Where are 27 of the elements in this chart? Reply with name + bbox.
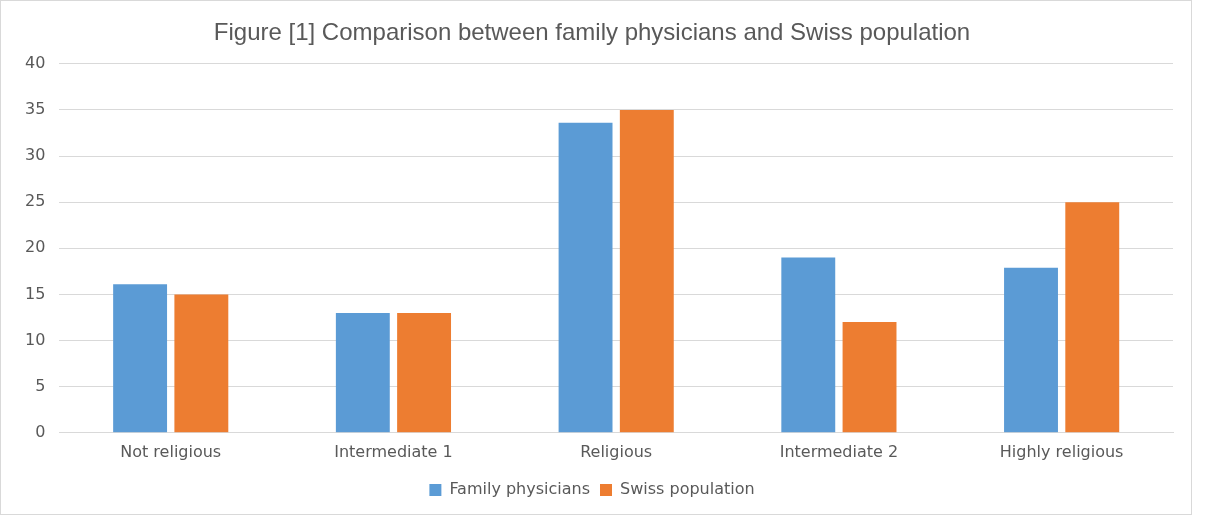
legend-label: Family physicians: [449, 479, 591, 499]
bar: [335, 312, 390, 433]
bar: [842, 322, 897, 433]
y-tick-label: 10: [25, 329, 46, 349]
y-tick-label: 15: [25, 283, 46, 303]
x-tick-label: Intermediate 2: [779, 441, 899, 461]
x-tick-label: Highly religious: [999, 441, 1124, 461]
x-tick-label: Intermediate 1: [334, 441, 453, 461]
y-tick-label: 20: [25, 237, 46, 257]
y-tick-label: 0: [35, 421, 46, 441]
y-tick-label: 5: [35, 375, 46, 395]
x-tick-label: Religious: [580, 441, 653, 461]
bar: [781, 257, 836, 433]
bar: [1004, 267, 1058, 433]
bar: [1065, 202, 1120, 433]
bar: [558, 122, 613, 433]
bar: [113, 284, 168, 433]
y-tick-label: 35: [25, 99, 46, 119]
x-tick-label: Not religious: [120, 441, 222, 461]
y-tick-label: 40: [25, 52, 46, 72]
bar: [619, 109, 674, 433]
y-tick-label: 25: [25, 191, 46, 211]
bar: [174, 294, 229, 433]
legend-label: Swiss population: [620, 479, 755, 499]
y-tick-label: 30: [25, 145, 46, 165]
bar: [397, 312, 452, 433]
chart-title: Figure [1] Comparison between family physicians and Swiss population: [213, 18, 971, 46]
